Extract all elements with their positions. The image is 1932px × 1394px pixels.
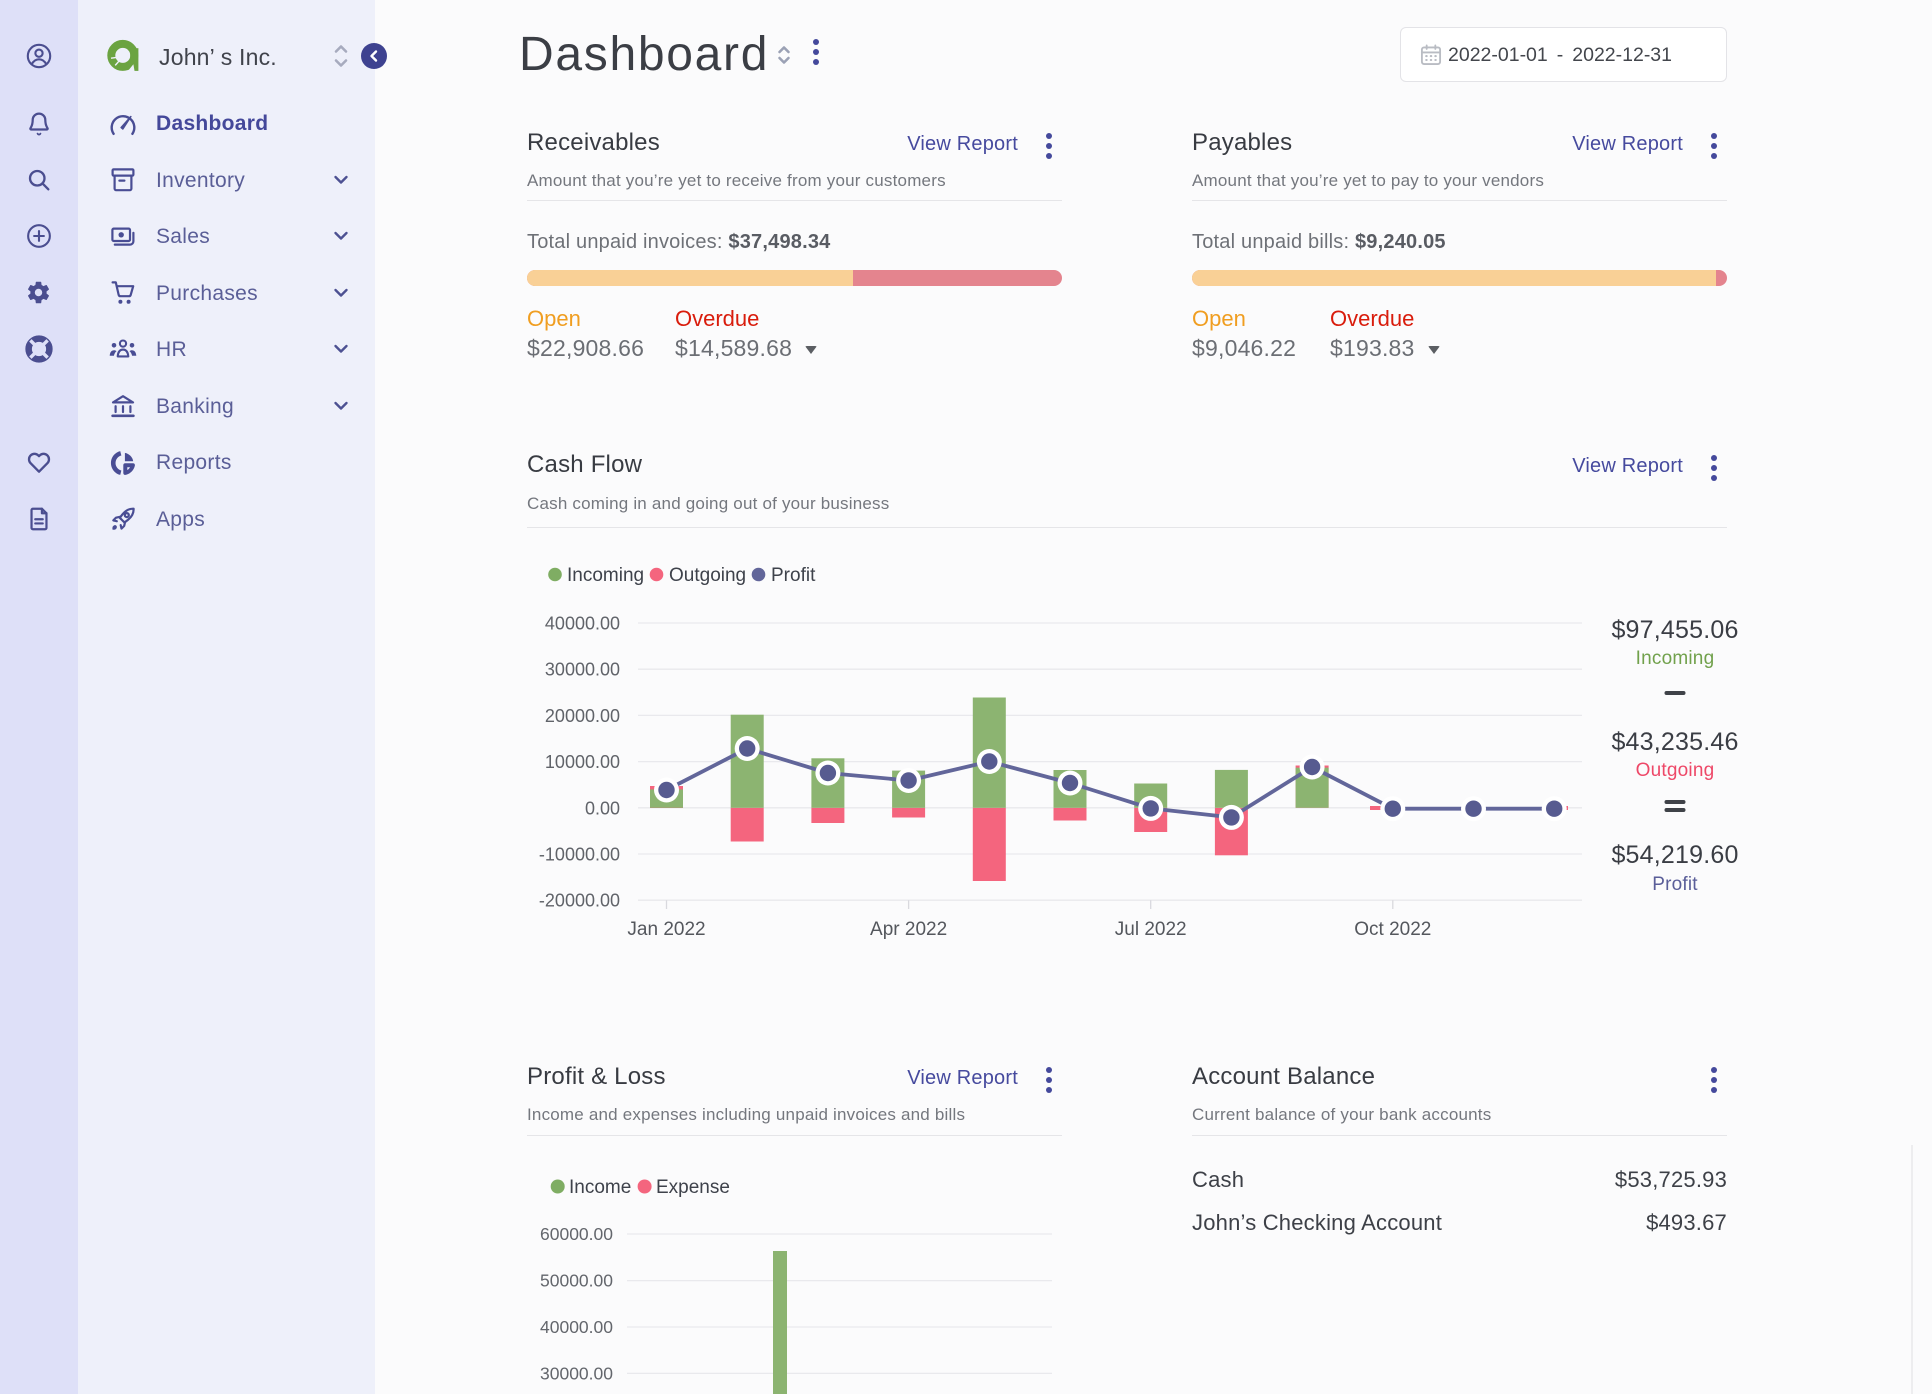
svg-text:Incoming: Incoming bbox=[567, 565, 644, 586]
svg-text:50000.00: 50000.00 bbox=[540, 1271, 613, 1291]
svg-text:60000.00: 60000.00 bbox=[540, 1224, 613, 1244]
svg-text:40000.00: 40000.00 bbox=[540, 1317, 613, 1337]
svg-text:Profit: Profit bbox=[771, 565, 816, 586]
svg-text:-20000.00: -20000.00 bbox=[539, 891, 620, 911]
svg-text:20000.00: 20000.00 bbox=[545, 706, 620, 726]
svg-text:10000.00: 10000.00 bbox=[545, 752, 620, 772]
svg-text:Outgoing: Outgoing bbox=[669, 565, 746, 586]
svg-text:30000.00: 30000.00 bbox=[540, 1363, 613, 1383]
svg-text:40000.00: 40000.00 bbox=[545, 614, 620, 634]
svg-text:Apr 2022: Apr 2022 bbox=[870, 919, 947, 940]
svg-text:Jul 2022: Jul 2022 bbox=[1115, 919, 1187, 940]
svg-text:Jan 2022: Jan 2022 bbox=[627, 919, 705, 940]
svg-text:Oct 2022: Oct 2022 bbox=[1354, 919, 1431, 940]
svg-text:30000.00: 30000.00 bbox=[545, 660, 620, 680]
svg-text:0.00: 0.00 bbox=[585, 798, 620, 818]
svg-text:Expense: Expense bbox=[656, 1177, 730, 1198]
svg-text:Income: Income bbox=[569, 1177, 631, 1198]
svg-text:-10000.00: -10000.00 bbox=[539, 845, 620, 865]
